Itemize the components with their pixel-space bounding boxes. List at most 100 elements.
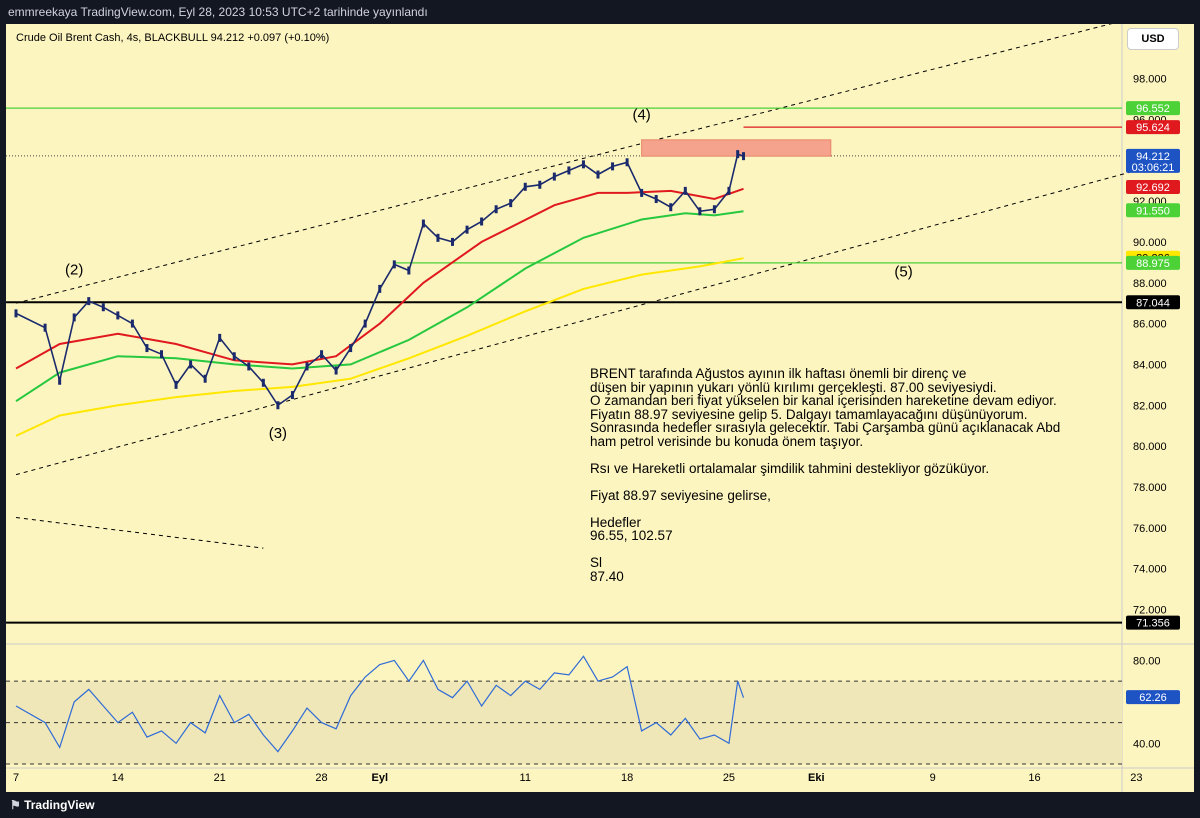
price-axis-tag-label: 87.044: [1136, 297, 1170, 309]
x-tick-label: Eki: [808, 772, 825, 784]
rsi-band: [6, 681, 1122, 764]
price-candle: [480, 217, 484, 226]
rsi-value-tag: [1126, 690, 1180, 705]
price-candle: [552, 172, 556, 181]
price-candle: [101, 303, 105, 312]
x-tick-label: 7: [13, 772, 19, 784]
price-candle: [58, 376, 62, 385]
y-tick-label: 84.000: [1133, 359, 1167, 371]
channel-lower-line: [15, 169, 1137, 476]
analysis-note: BRENT tarafında Ağustos ayının ilk hafta…: [590, 366, 1061, 584]
price-candle: [378, 284, 382, 293]
x-tick-label: 18: [621, 772, 633, 784]
price-candle: [683, 186, 687, 195]
price-axis-tag-label: 95.624: [1136, 122, 1170, 134]
price-candle: [654, 195, 658, 204]
price-axis-tag: [1126, 120, 1180, 135]
price-candle: [203, 374, 207, 383]
x-tick-label: 25: [723, 772, 735, 784]
x-tick-label: Eyl: [371, 772, 388, 784]
x-tick-label: 14: [112, 772, 124, 784]
price-candle: [305, 362, 309, 371]
rsi-value-tag-label: 62.26: [1139, 692, 1167, 704]
y-tick-label: 98.000: [1133, 74, 1167, 86]
price-candle: [727, 186, 731, 195]
price-candle: [363, 319, 367, 328]
price-candle: [261, 378, 265, 387]
price-candle: [392, 260, 396, 269]
price-axis-tag-label: 71.356: [1136, 618, 1170, 630]
price-axis-tag: [1126, 179, 1180, 194]
price-candle: [407, 266, 411, 275]
wave-label: (3): [269, 425, 287, 442]
price-candle: [596, 170, 600, 179]
price-candle: [130, 319, 134, 328]
price-candle: [174, 380, 178, 389]
price-candle: [611, 162, 615, 171]
x-tick-label: 28: [315, 772, 327, 784]
footer-bar: ⚑ TradingView: [0, 792, 1200, 818]
publisher-bar: emmreekaya TradingView.com, Eyl 28, 2023…: [0, 0, 1200, 24]
price-axis-tag: [1126, 255, 1180, 270]
y-tick-label: 90.000: [1133, 237, 1167, 249]
rsi-tick-label: 40.00: [1133, 738, 1161, 750]
price-axis-tag-label: 96.552: [1136, 103, 1170, 115]
chart-canvas[interactable]: 72.000 74.000 76.000 78.000 80.000 82.000 84.0…: [6, 24, 1194, 792]
price-candle: [232, 352, 236, 361]
price-candle: [581, 160, 585, 169]
ema-yellow-line: [15, 257, 744, 437]
publisher-text: emmreekaya TradingView.com, Eyl 28, 2023…: [8, 5, 428, 19]
y-tick-label: 86.000: [1133, 319, 1167, 331]
price-candle: [451, 237, 454, 246]
price-axis-tag: [1126, 203, 1180, 218]
price-candle: [640, 188, 644, 197]
price-axis-tag-label: 88.975: [1136, 258, 1170, 270]
chart-frame[interactable]: 72.000 74.000 76.000 78.000 80.000 82.000 84.0…: [6, 24, 1194, 792]
price-candle: [712, 205, 716, 214]
ema-red-line: [15, 187, 744, 370]
symbol-legend[interactable]: Crude Oil Brent Cash, 4s, BLACKBULL 94.2…: [16, 32, 330, 44]
price-candle: [421, 219, 425, 228]
price-candle: [465, 225, 469, 234]
ema-green-line: [15, 210, 744, 403]
price-candle: [290, 391, 294, 400]
y-tick-label: 82.000: [1133, 400, 1167, 412]
wave-label: (5): [894, 264, 912, 281]
y-tick-label: 72.000: [1133, 604, 1167, 616]
x-tick-label: 11: [520, 772, 531, 784]
dashed-trend-line: [15, 517, 264, 549]
wave-label: (4): [632, 106, 650, 123]
price-candle: [276, 401, 280, 410]
y-tick-label: 74.000: [1133, 564, 1167, 576]
brand-label: TradingView: [24, 798, 95, 812]
price-axis-tag-label: 92.692: [1136, 182, 1170, 194]
price-candle: [742, 152, 745, 161]
price-candle: [436, 233, 440, 242]
price-candle: [87, 297, 91, 306]
price-candle: [189, 360, 193, 369]
y-tick-label: 80.000: [1133, 441, 1167, 453]
rsi-line: [15, 655, 745, 753]
tradingview-logo[interactable]: ⚑ TradingView: [10, 798, 95, 812]
price-candle: [669, 203, 673, 212]
price-axis-tag-label: 94.212: [1136, 151, 1170, 163]
price-axis-tag-label: 91.550: [1136, 205, 1170, 217]
price-axis-tag: [1126, 148, 1180, 173]
currency-button[interactable]: USD: [1127, 28, 1179, 50]
price-axis-countdown: 03:06:21: [1132, 162, 1175, 174]
price-candle: [625, 158, 629, 167]
price-candle: [160, 350, 163, 359]
price-candle: [494, 205, 498, 214]
price-candle: [116, 311, 120, 320]
price-candle: [523, 182, 527, 191]
price-candle: [145, 344, 149, 353]
price-candle: [567, 166, 571, 175]
x-tick-label: 16: [1028, 772, 1040, 784]
price-candle: [320, 350, 324, 359]
price-candle: [43, 323, 47, 332]
price-axis-tag: [1126, 101, 1180, 116]
price-axis-tag: [1126, 295, 1180, 310]
price-candle: [349, 344, 353, 353]
price-candle: [334, 366, 338, 375]
price-candle: [72, 313, 76, 322]
